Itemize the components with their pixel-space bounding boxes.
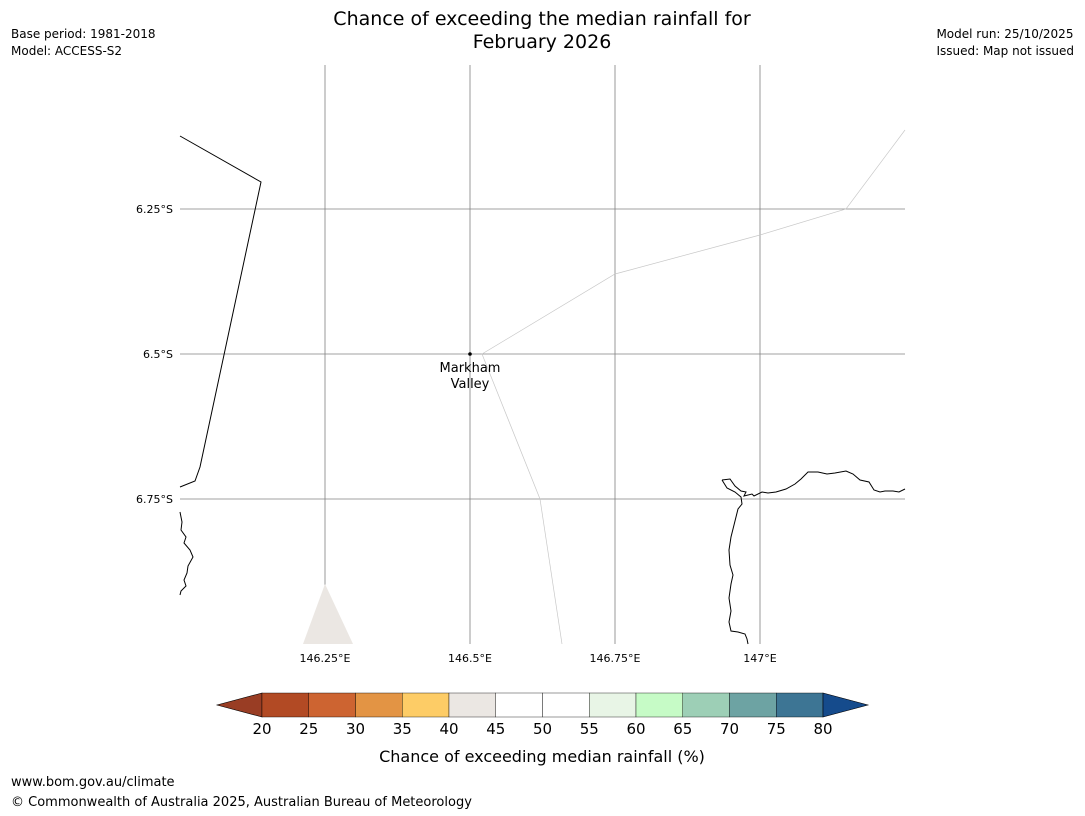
colorbar-bin — [402, 692, 450, 718]
colorbar-tick-label: 80 — [813, 720, 832, 738]
colorbar-extend-low — [215, 692, 263, 718]
colorbar-bin — [495, 692, 543, 718]
colorbar-tick-label: 75 — [767, 720, 786, 738]
title-line-1: Chance of exceeding the median rainfall … — [333, 8, 751, 30]
place-label-line-1: Markham — [440, 361, 501, 376]
model-run: Model run: 25/10/2025 — [936, 27, 1074, 41]
place-label-line-2: Valley — [451, 377, 490, 392]
base-period: Base period: 1981-2018 — [11, 27, 156, 41]
lon-label: 147°E — [743, 652, 776, 665]
colorbar-bin — [729, 692, 777, 718]
colorbar-bin — [682, 692, 730, 718]
footer-url: www.bom.gov.au/climate — [11, 775, 175, 790]
colorbar: 20 25 30 35 40 45 50 55 60 65 70 75 80 — [215, 692, 870, 738]
colorbar-bin — [308, 692, 356, 718]
lon-label: 146.75°E — [590, 652, 641, 665]
colorbar-tick-label: 30 — [346, 720, 365, 738]
title-line-2: February 2026 — [472, 31, 612, 53]
footer-copyright: © Commonwealth of Australia 2025, Austra… — [11, 795, 472, 810]
coastline-huon-gulf-west — [721, 479, 749, 645]
lon-label: 146.5°E — [448, 652, 492, 665]
model-name: Model: ACCESS-S2 — [11, 44, 123, 58]
colorbar-tick-label: 25 — [299, 720, 318, 738]
colorbar-bin — [355, 692, 403, 718]
colorbar-bin — [635, 692, 683, 718]
meta-right: Model run: 25/10/2025 Issued: Map not is… — [936, 26, 1074, 60]
colorbar-tick-label: 65 — [673, 720, 692, 738]
colorbar-tick-label: 60 — [626, 720, 645, 738]
lat-label: 6.25°S — [136, 203, 173, 216]
forecast-shaded-area — [303, 584, 353, 644]
colorbar-bin — [776, 692, 824, 718]
colorbar-tick-label: 45 — [486, 720, 505, 738]
colorbar-bin — [542, 692, 590, 718]
place-marker[interactable] — [468, 352, 472, 356]
border-line-west — [179, 135, 262, 488]
colorbar-tick-label: 70 — [720, 720, 739, 738]
coastline-southwest — [179, 511, 194, 596]
colorbar-tick-label: 55 — [580, 720, 599, 738]
colorbar-tick-label: 20 — [252, 720, 271, 738]
issued-status: Issued: Map not issued — [936, 44, 1074, 58]
colorbar-bin — [261, 692, 309, 718]
colorbar-tick-label: 35 — [393, 720, 412, 738]
lat-label: 6.5°S — [143, 348, 173, 361]
region-boundary — [481, 129, 906, 645]
colorbar-extend-high — [822, 692, 870, 718]
map-title: Chance of exceeding the median rainfall … — [242, 8, 842, 54]
lon-label: 146.25°E — [300, 652, 351, 665]
colorbar-tick-label: 40 — [439, 720, 458, 738]
colorbar-tick-label: 50 — [533, 720, 552, 738]
lat-label: 6.75°S — [136, 493, 173, 506]
colorbar-bin — [589, 692, 637, 718]
colorbar-bin — [448, 692, 496, 718]
colorbar-title: Chance of exceeding median rainfall (%) — [379, 747, 705, 766]
graticule — [180, 65, 905, 644]
meta-left: Base period: 1981-2018 Model: ACCESS-S2 — [11, 26, 156, 60]
coastline-huon-gulf-north — [721, 470, 906, 497]
